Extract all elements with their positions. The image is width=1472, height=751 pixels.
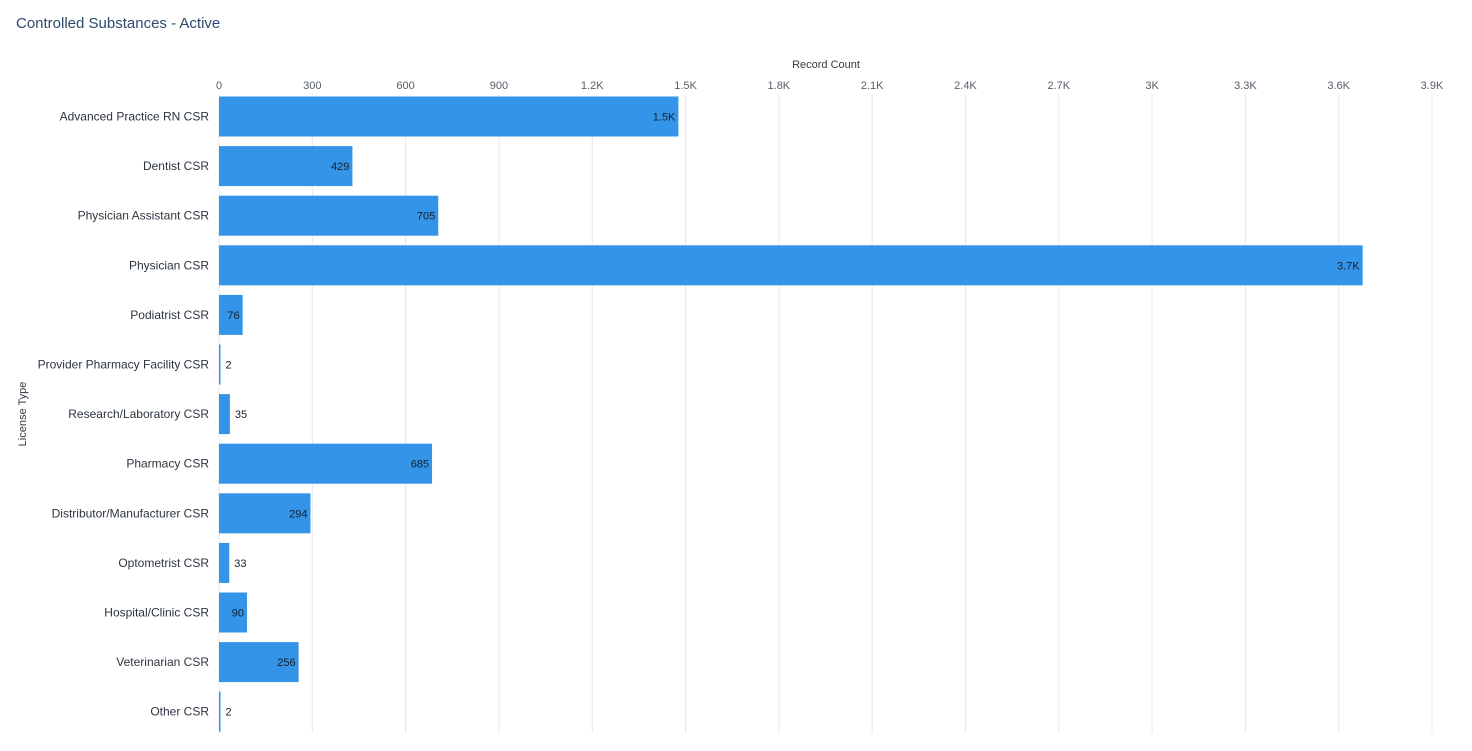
bar[interactable]	[219, 443, 433, 484]
x-tick-label: 3.6K	[1327, 80, 1350, 92]
x-tick-label: 3K	[1145, 80, 1159, 92]
category-label: Veterinarian CSR	[116, 655, 209, 669]
bar[interactable]	[219, 146, 353, 187]
category-label: Provider Pharmacy Facility CSR	[38, 358, 210, 372]
x-tick-label: 900	[490, 80, 508, 92]
bar[interactable]	[219, 542, 230, 583]
data-label: 90	[232, 608, 244, 620]
data-label: 1.5K	[653, 112, 676, 124]
x-tick-label: 0	[216, 80, 222, 92]
bar[interactable]	[219, 592, 247, 633]
y-axis-title: License Type	[17, 382, 29, 447]
x-tick-label: 3.9K	[1421, 80, 1444, 92]
data-label: 256	[277, 657, 295, 669]
widget-title: Controlled Substances - Active	[16, 15, 221, 32]
x-tick-label: 1.2K	[581, 80, 604, 92]
bar[interactable]	[219, 394, 230, 435]
category-label: Pharmacy CSR	[126, 457, 209, 471]
bar[interactable]	[219, 245, 1363, 286]
x-tick-label: 600	[396, 80, 414, 92]
data-label: 2	[226, 707, 232, 719]
category-label: Podiatrist CSR	[130, 308, 209, 322]
category-label: Advanced Practice RN CSR	[60, 110, 210, 124]
data-label: 685	[411, 459, 429, 471]
x-tick-label: 1.5K	[674, 80, 697, 92]
category-label: Research/Laboratory CSR	[68, 407, 209, 421]
category-label: Physician CSR	[129, 258, 209, 272]
category-label: Other CSR	[150, 705, 209, 719]
data-label: 294	[289, 508, 307, 520]
bar[interactable]	[219, 493, 311, 534]
x-tick-label: 3.3K	[1234, 80, 1257, 92]
data-label: 3.7K	[1337, 260, 1360, 272]
bar[interactable]	[219, 294, 243, 335]
bar[interactable]	[219, 96, 679, 137]
x-tick-label: 300	[303, 80, 321, 92]
bar[interactable]	[219, 344, 221, 385]
bar[interactable]	[219, 691, 221, 732]
category-label: Optometrist CSR	[118, 556, 209, 570]
bar[interactable]	[219, 642, 299, 683]
data-label: 33	[234, 558, 246, 570]
data-label: 429	[331, 161, 349, 173]
x-tick-label: 2.4K	[954, 80, 977, 92]
data-label: 76	[227, 310, 239, 322]
bar[interactable]	[219, 195, 439, 236]
x-tick-label: 1.8K	[768, 80, 791, 92]
x-tick-label: 2.7K	[1047, 80, 1070, 92]
x-axis-title: Record Count	[792, 59, 860, 71]
category-label: Hospital/Clinic CSR	[104, 606, 209, 620]
category-label: Physician Assistant CSR	[78, 209, 210, 223]
category-label: Distributor/Manufacturer CSR	[52, 506, 210, 520]
data-label: 35	[235, 409, 247, 421]
data-label: 705	[417, 211, 435, 223]
x-tick-label: 2.1K	[861, 80, 884, 92]
data-label: 2	[226, 360, 232, 372]
category-label: Dentist CSR	[143, 159, 209, 173]
